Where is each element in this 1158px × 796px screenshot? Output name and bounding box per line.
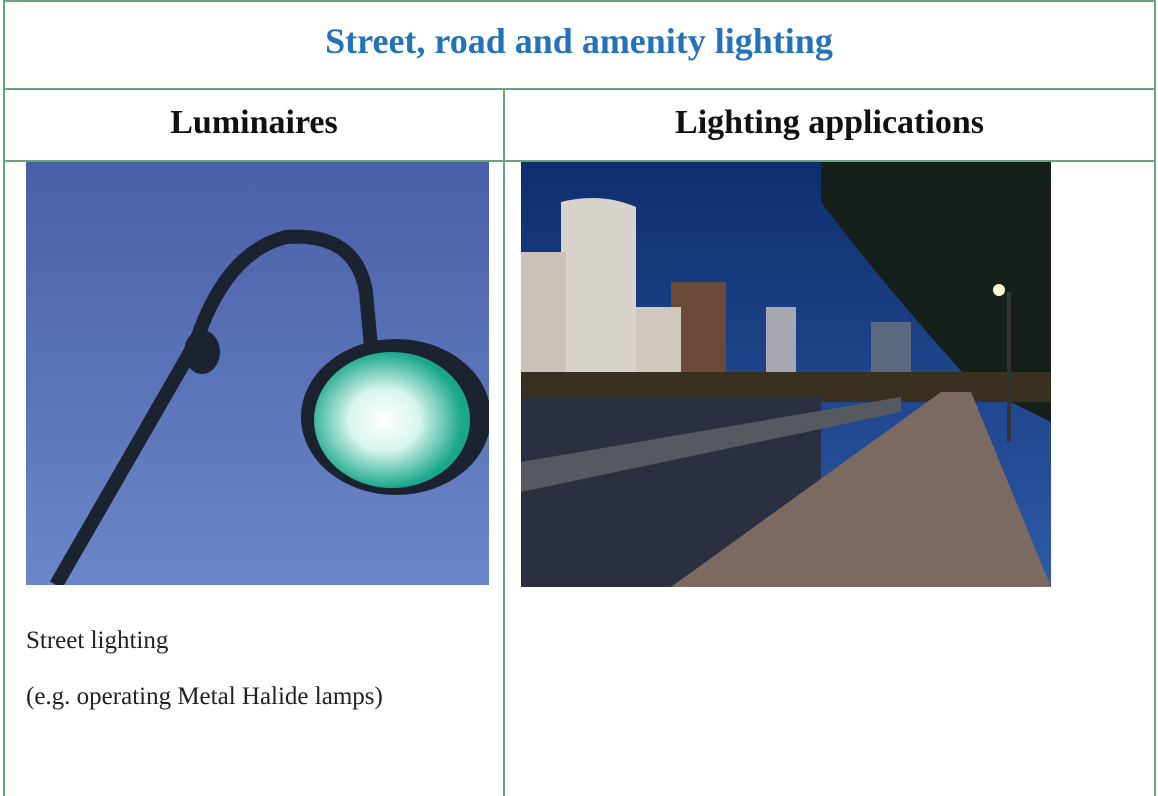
- column-header: Lighting applications: [675, 104, 984, 141]
- luminaire-photo: [26, 162, 489, 585]
- cell-text: (e.g. operating Metal Halide lamps): [26, 683, 383, 710]
- application-photo: [521, 162, 1051, 587]
- cell-text: Street lighting: [26, 627, 169, 654]
- border: [503, 88, 505, 796]
- border: [3, 0, 5, 796]
- border: [3, 160, 1156, 162]
- title: Street, road and amenity lighting: [325, 21, 833, 61]
- border: [3, 88, 1156, 90]
- border: [3, 0, 1156, 2]
- border: [1154, 0, 1156, 796]
- column-header: Luminaires: [170, 104, 338, 141]
